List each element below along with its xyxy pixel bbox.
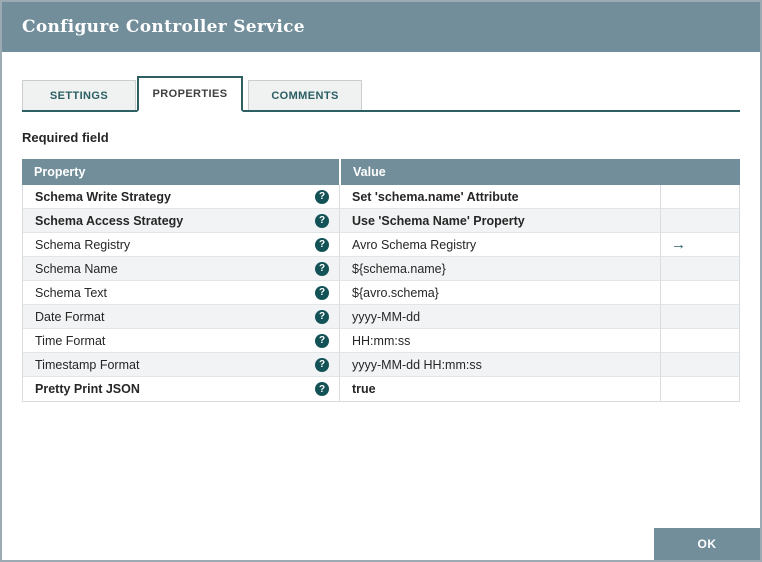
property-name: Schema Access Strategy xyxy=(35,213,184,228)
property-name: Schema Write Strategy xyxy=(35,189,171,204)
property-value-cell[interactable]: yyyy-MM-dd xyxy=(339,305,661,328)
property-name: Schema Text xyxy=(35,285,108,300)
property-name-cell: Time Format? xyxy=(23,329,339,352)
property-name-cell: Schema Name? xyxy=(23,257,339,280)
dialog-header: Configure Controller Service xyxy=(2,2,760,52)
help-icon[interactable]: ? xyxy=(315,261,329,276)
column-header-property: Property xyxy=(34,165,86,179)
property-value-cell[interactable]: ${avro.schema} xyxy=(339,281,661,304)
row-action-cell xyxy=(661,185,739,208)
property-name-cell: Schema Write Strategy? xyxy=(23,185,339,208)
row-action-cell xyxy=(661,209,739,232)
row-action-cell xyxy=(661,305,739,328)
help-icon[interactable]: ? xyxy=(315,237,329,252)
properties-table-body: Schema Write Strategy? Set 'schema.name' … xyxy=(23,185,739,401)
property-name: Time Format xyxy=(35,333,106,348)
property-value-cell[interactable]: Set 'schema.name' Attribute xyxy=(339,185,661,208)
row-action-cell xyxy=(661,377,739,401)
required-field-label: Required field xyxy=(22,130,109,145)
help-icon[interactable]: ? xyxy=(315,333,329,348)
help-icon[interactable]: ? xyxy=(315,213,329,228)
row-action-cell xyxy=(661,257,739,280)
help-icon[interactable]: ? xyxy=(315,382,329,396)
tab-comments[interactable]: COMMENTS xyxy=(248,80,362,110)
property-value-cell[interactable]: true xyxy=(339,377,661,401)
tab-settings[interactable]: SETTINGS xyxy=(22,80,136,110)
help-icon[interactable]: ? xyxy=(315,309,329,324)
row-action-cell xyxy=(661,329,739,352)
property-name: Date Format xyxy=(35,309,105,324)
row-action-cell xyxy=(661,281,739,304)
table-row: Date Format? yyyy-MM-dd xyxy=(23,305,739,329)
properties-table: Property Value Schema Write Strategy? Set… xyxy=(22,159,740,402)
property-value-cell[interactable]: ${schema.name} xyxy=(339,257,661,280)
table-row: Time Format? HH:mm:ss xyxy=(23,329,739,353)
property-name-cell: Schema Text? xyxy=(23,281,339,304)
dialog-body: SETTINGS PROPERTIES COMMENTS Required fi… xyxy=(2,76,760,402)
table-row: Schema Registry? Avro Schema Registry → xyxy=(23,233,739,257)
property-name: Pretty Print JSON xyxy=(35,382,140,396)
row-action-cell xyxy=(661,353,739,376)
help-icon[interactable]: ? xyxy=(315,357,329,372)
help-icon[interactable]: ? xyxy=(315,285,329,300)
property-value-cell[interactable]: yyyy-MM-dd HH:mm:ss xyxy=(339,353,661,376)
table-row: Schema Text? ${avro.schema} xyxy=(23,281,739,305)
row-action-cell: → xyxy=(661,233,739,256)
ok-button[interactable]: OK xyxy=(654,528,760,560)
dialog-title: Configure Controller Service xyxy=(22,17,305,37)
property-name-cell: Schema Registry? xyxy=(23,233,339,256)
column-header-value: Value xyxy=(339,159,740,185)
table-row: Pretty Print JSON? true xyxy=(23,377,739,401)
property-name: Schema Name xyxy=(35,261,118,276)
property-name: Schema Registry xyxy=(35,237,131,252)
properties-table-header: Property Value xyxy=(22,159,740,185)
property-name-cell: Date Format? xyxy=(23,305,339,328)
go-to-service-arrow-icon[interactable]: → xyxy=(671,236,686,253)
table-row: Schema Write Strategy? Set 'schema.name' … xyxy=(23,185,739,209)
property-name: Timestamp Format xyxy=(35,357,140,372)
table-row: Schema Name? ${schema.name} xyxy=(23,257,739,281)
tab-bar: SETTINGS PROPERTIES COMMENTS xyxy=(22,76,740,112)
property-value-cell[interactable]: Use 'Schema Name' Property xyxy=(339,209,661,232)
table-row: Schema Access Strategy? Use 'Schema Name'… xyxy=(23,209,739,233)
property-name-cell: Pretty Print JSON? xyxy=(23,377,339,401)
property-name-cell: Schema Access Strategy? xyxy=(23,209,339,232)
property-value-cell[interactable]: Avro Schema Registry xyxy=(339,233,661,256)
table-row: Timestamp Format? yyyy-MM-dd HH:mm:ss xyxy=(23,353,739,377)
property-name-cell: Timestamp Format? xyxy=(23,353,339,376)
tab-properties[interactable]: PROPERTIES xyxy=(137,76,243,112)
help-icon[interactable]: ? xyxy=(315,189,329,204)
property-value-cell[interactable]: HH:mm:ss xyxy=(339,329,661,352)
